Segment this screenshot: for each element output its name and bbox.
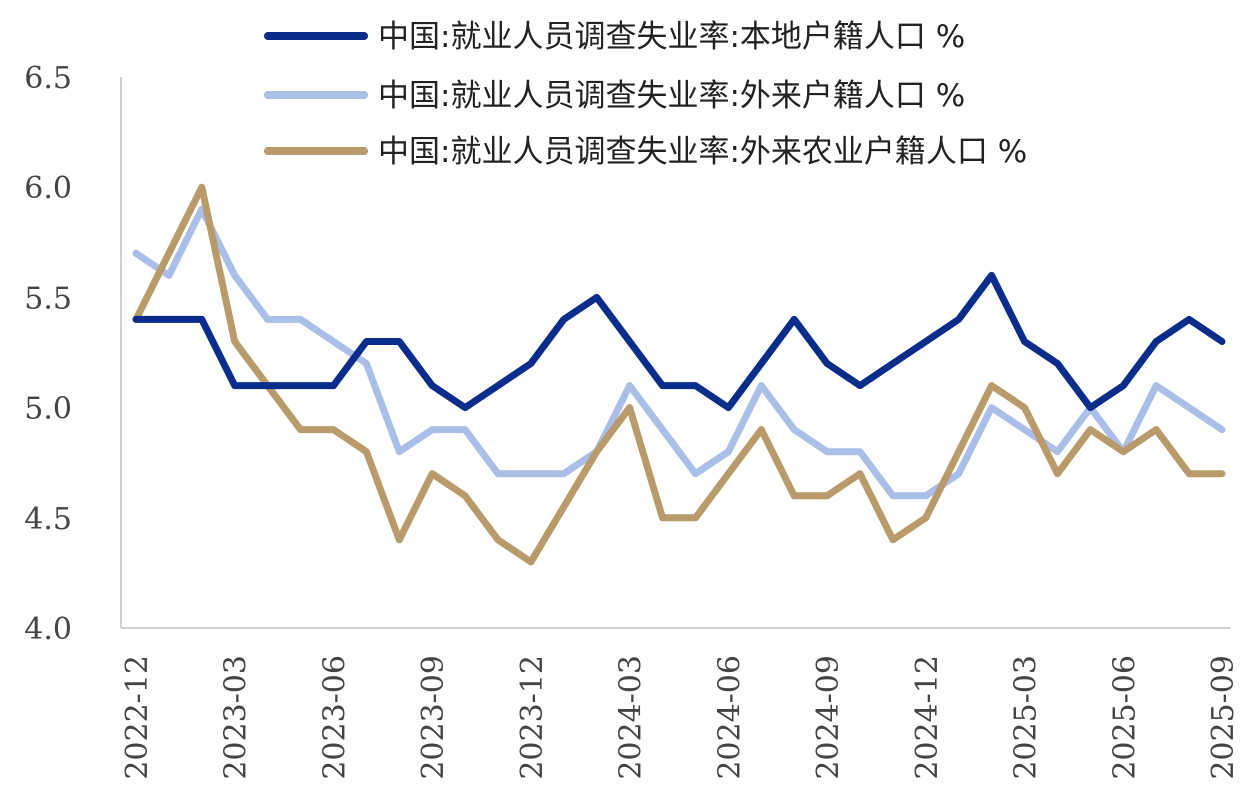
y-axis-ticks: 4.0 4.5 5.0 5.5 6.0 6.5: [24, 61, 72, 647]
y-tick-label: 5.0: [24, 392, 72, 427]
series-line-1: [132, 271, 1226, 412]
x-tick-label: 2024-12: [910, 655, 945, 780]
series-lines: [132, 183, 1226, 566]
y-tick-label: 4.5: [24, 502, 72, 537]
y-tick-label: 5.5: [24, 281, 72, 316]
y-tick-label: 4.0: [24, 612, 72, 647]
x-tick-label: 2022-12: [120, 655, 155, 780]
legend-label-1: 中国:就业人员调查失业率:本地户籍人口 %: [378, 19, 965, 55]
legend-label-2: 中国:就业人员调查失业率:外来户籍人口 %: [378, 78, 965, 114]
legend-label-3: 中国:就业人员调查失业率:外来农业户籍人口 %: [378, 134, 1027, 170]
x-tick-label: 2023-12: [515, 655, 550, 780]
x-axis-ticks: 2022-12 2023-03 2023-06 2023-09 2023-12 2024-…: [120, 655, 1241, 780]
x-tick-label: 2025-06: [1107, 655, 1142, 780]
x-tick-label: 2024-09: [811, 655, 846, 780]
x-tick-label: 2023-03: [219, 655, 254, 780]
x-tick-label: 2025-03: [1009, 655, 1044, 780]
x-tick-label: 2023-09: [416, 655, 451, 780]
series-line-2: [132, 205, 1226, 500]
axes: [120, 77, 1230, 629]
y-tick-label: 6.0: [24, 171, 72, 206]
x-tick-label: 2023-06: [317, 655, 352, 780]
series-line-3: [132, 183, 1226, 566]
y-tick-label: 6.5: [24, 61, 72, 96]
x-tick-label: 2024-03: [614, 655, 649, 780]
x-tick-label: 2025-09: [1206, 655, 1241, 780]
legend: 中国:就业人员调查失业率:本地户籍人口 % 中国:就业人员调查失业率:外来户籍人口…: [264, 19, 1027, 170]
x-tick-label: 2024-06: [712, 655, 747, 780]
